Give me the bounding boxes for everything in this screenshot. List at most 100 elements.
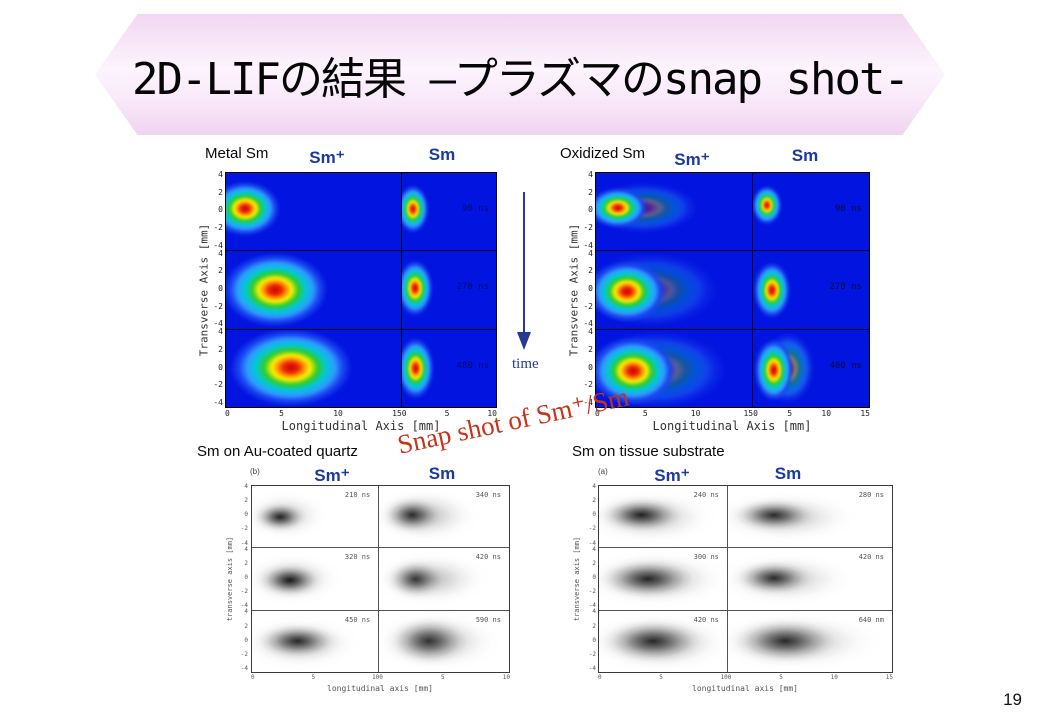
intensity-blob — [252, 615, 360, 670]
panel-time-label: 270 ns — [829, 282, 862, 293]
heatmap-plot: 90 ns 270 ns 480 ns — [225, 172, 497, 408]
x-tick-label: 5 — [440, 674, 445, 681]
figure-caption: Sm on Au-coated quartz — [197, 443, 358, 460]
heatmap-plot: 90 ns 270 ns 480 ns — [595, 172, 870, 408]
intensity-blob — [253, 622, 342, 661]
y-tick-label: 0 — [588, 205, 593, 215]
x-tick-label: 10 — [502, 674, 510, 681]
title-banner: 2D-LIFの結果 –プラズマのsnap shot- — [95, 14, 945, 135]
intensity-blob — [731, 558, 817, 597]
intensity-blob — [229, 329, 352, 407]
y-tick-label: 2 — [244, 497, 248, 505]
intensity-blob — [727, 552, 856, 606]
quartz-row-3: 450 ns 590 ns — [252, 609, 509, 672]
quartz-panel-ion-row3: 450 ns — [252, 610, 380, 672]
panel-time-label: 450 ns — [344, 615, 371, 624]
y-tick-label: 0 — [592, 573, 596, 581]
y-tick-column: 4 2 0 -2 -4 4 2 0 -2 -4 4 2 0 -2 -4 — [579, 171, 593, 408]
intensity-blob — [599, 556, 702, 602]
page-number: 19 — [1003, 690, 1022, 709]
y-tick-label: 2 — [244, 622, 248, 630]
y-tick-label: -2 — [588, 588, 596, 596]
panel-time-label: 480 ns — [456, 360, 489, 371]
figure-tissue: Sm on tissue substrate (a) Sm⁺ Sm transv… — [565, 443, 910, 699]
intensity-blob — [754, 338, 794, 401]
y-tick-row: 4 2 0 -2 -4 — [209, 171, 223, 251]
figure-quartz: Sm on Au-coated quartz (b) Sm⁺ Sm transv… — [190, 443, 530, 699]
panel-time-label: 280 ns — [858, 491, 884, 499]
y-tick-label: 0 — [588, 362, 593, 372]
x-tick-group: 0 5 10 15 — [225, 410, 402, 418]
metal-panel-neutral-row2: 270 ns — [401, 251, 497, 328]
intensity-blob — [599, 496, 686, 535]
y-tick-label: -2 — [583, 222, 593, 232]
x-tick-label: 5 — [444, 409, 450, 418]
tissue-panel-neutral-row2: 420 ns — [727, 548, 892, 609]
x-tick-row: 0 5 10 15 0 5 10 — [225, 410, 497, 418]
y-tick-label: -2 — [240, 588, 248, 596]
y-tick-label: 4 — [592, 483, 596, 490]
ion-column-header: Sm⁺ — [314, 466, 350, 485]
intensity-blob — [252, 552, 343, 606]
x-tick-label: 15 — [743, 409, 754, 418]
metal-panel-ion-row1 — [226, 173, 402, 251]
y-tick-label: -4 — [213, 240, 223, 250]
y-tick-label: 2 — [588, 345, 593, 354]
y-tick-label: -2 — [583, 380, 593, 390]
intensity-blob — [383, 615, 474, 668]
x-axis-label: longitudinal axis [mm] — [692, 684, 798, 693]
y-tick-label: -4 — [583, 240, 593, 250]
panel-time-label: 240 ns — [693, 491, 719, 499]
y-tick-column: 4 2 0 -2 -4 4 2 0 -2 -4 4 2 0 -2 -4 — [209, 171, 223, 408]
y-tick-label: 4 — [592, 545, 596, 553]
intensity-blob — [752, 262, 791, 318]
panel-time-label: 590 ns — [475, 615, 501, 624]
y-tick-row: 4 2 0 -2 -4 — [579, 171, 593, 251]
quartz-panel-ion-row1: 210 ns — [252, 486, 380, 548]
oxidized-panel-ion-row2 — [596, 251, 753, 329]
metal-row-1: 90 ns — [226, 173, 496, 251]
y-tick-label: 4 — [588, 327, 593, 337]
tissue-panel-ion-row3: 420 ns — [599, 610, 728, 672]
panel-time-label: 90 ns — [834, 203, 862, 214]
y-tick-label: -4 — [213, 397, 223, 407]
x-tick-group: 0 5 10 — [379, 675, 510, 681]
y-tick-label: 2 — [588, 187, 593, 197]
y-tick-label: 4 — [218, 248, 223, 258]
x-tick-label: 10 — [487, 409, 497, 418]
intensity-blob — [596, 253, 717, 327]
y-tick-label: -2 — [588, 650, 596, 658]
y-tick-label: 0 — [218, 283, 223, 293]
x-tick-group: 0 5 10 15 — [728, 675, 893, 681]
panel-time-label: 420 ns — [858, 553, 884, 562]
time-arrow-label: time — [512, 356, 539, 372]
x-tick-group: 0 5 10 — [402, 410, 497, 418]
panel-letter: (b) — [250, 467, 260, 476]
down-arrow-icon — [517, 192, 531, 350]
intensity-blob — [379, 495, 445, 536]
y-tick-label: 2 — [218, 345, 223, 354]
slide-title: 2D-LIFの結果 –プラズマのsnap shot- — [132, 53, 910, 105]
y-tick-label: -2 — [213, 301, 223, 311]
y-tick-label: -4 — [588, 602, 596, 610]
neutral-column-header: Sm — [428, 145, 456, 164]
y-tick-label: 0 — [244, 573, 248, 581]
oxidized-row-1: 90 ns — [596, 173, 869, 251]
x-tick-label: 0 — [225, 409, 230, 418]
intensity-blob — [379, 551, 490, 607]
intensity-blob — [401, 184, 429, 233]
y-tick-row: 4 2 0 -2 -4 — [209, 248, 223, 330]
tissue-row-3: 420 ns 640 nm — [599, 609, 892, 672]
y-tick-label: -2 — [213, 380, 223, 390]
figure-caption: Oxidized Sm — [560, 145, 646, 162]
x-axis-label: Longitudinal Axis [mm] — [281, 419, 441, 433]
y-tick-label: -4 — [583, 319, 593, 329]
metal-row-3: 480 ns — [226, 328, 496, 407]
y-tick-label: 4 — [244, 483, 248, 490]
metal-panel-ion-row2 — [226, 251, 402, 329]
neutral-column-header: Sm — [791, 146, 819, 165]
oxidized-panel-neutral-row1: 90 ns — [752, 173, 869, 250]
ion-column-header: Sm⁺ — [654, 466, 690, 485]
intensity-blob — [728, 497, 819, 534]
y-tick-label: -2 — [583, 301, 593, 311]
